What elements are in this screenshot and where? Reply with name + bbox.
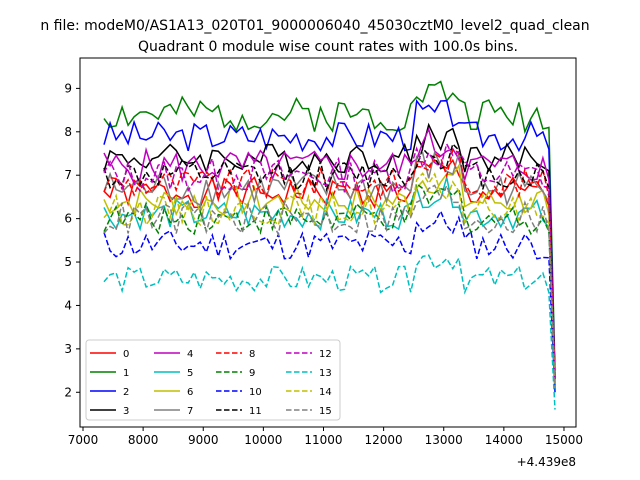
y-tick-label: 7 — [64, 168, 72, 182]
legend-label: 3 — [123, 406, 129, 417]
legend-label: 9 — [249, 368, 255, 379]
y-tick-label: 4 — [64, 298, 72, 312]
x-axis-offset-label: +4.439e8 — [517, 455, 576, 469]
legend-label: 15 — [319, 406, 332, 417]
legend-label: 6 — [187, 387, 193, 398]
chart-title: Quadrant 0 module wise count rates with … — [138, 39, 518, 55]
legend-label: 7 — [187, 406, 193, 417]
y-tick-label: 3 — [64, 342, 72, 356]
x-tick-label: 13000 — [425, 433, 463, 447]
series-line-13 — [103, 254, 556, 410]
legend-label: 14 — [319, 387, 332, 398]
x-tick-label: 8000 — [128, 433, 159, 447]
series-line-12 — [103, 141, 556, 380]
x-tick-label: 10000 — [244, 433, 282, 447]
y-tick-label: 5 — [64, 255, 72, 269]
series-line-5 — [103, 177, 556, 388]
y-tick-label: 9 — [64, 81, 72, 95]
series-line-0 — [103, 158, 556, 384]
series-line-8 — [103, 148, 556, 380]
x-tick-label: 12000 — [365, 433, 403, 447]
legend-box — [85, 339, 341, 421]
x-tick-label: 15000 — [545, 433, 583, 447]
legend-label: 10 — [249, 387, 262, 398]
series-line-15 — [103, 183, 556, 388]
series-line-14 — [103, 172, 556, 388]
series-layer — [103, 80, 556, 410]
y-tick-label: 2 — [64, 385, 72, 399]
legend-label: 13 — [319, 368, 332, 379]
x-tick-label: 14000 — [485, 433, 523, 447]
legend-label: 4 — [187, 349, 193, 360]
series-line-2 — [103, 98, 556, 380]
figure-suptitle: n file: modeM0/AS1A13_020T01_9000006040_… — [40, 18, 589, 34]
x-tick-label: 9000 — [188, 433, 219, 447]
legend-label: 8 — [249, 349, 255, 360]
x-axis: 7000 8000 9000 10000 11000 12000 13000 14000 150… — [68, 427, 583, 447]
series-line-3 — [103, 122, 556, 375]
series-line-7 — [103, 149, 556, 384]
series-line-10 — [103, 209, 556, 393]
y-tick-label: 6 — [64, 212, 72, 226]
plot-frame — [79, 57, 577, 428]
legend-label: 5 — [187, 368, 193, 379]
y-tick-label: 8 — [64, 125, 72, 139]
x-tick-label: 7000 — [68, 433, 99, 447]
legend-label: 2 — [123, 387, 129, 398]
series-line-11 — [103, 142, 556, 380]
series-line-1 — [103, 80, 556, 371]
x-tick-label: 11000 — [304, 433, 342, 447]
legend-label: 0 — [123, 349, 129, 360]
legend-label: 1 — [123, 368, 129, 379]
legend-label: 11 — [249, 406, 262, 417]
legend-label: 12 — [319, 349, 332, 360]
y-axis: 2 3 4 5 6 7 8 9 — [64, 81, 80, 399]
